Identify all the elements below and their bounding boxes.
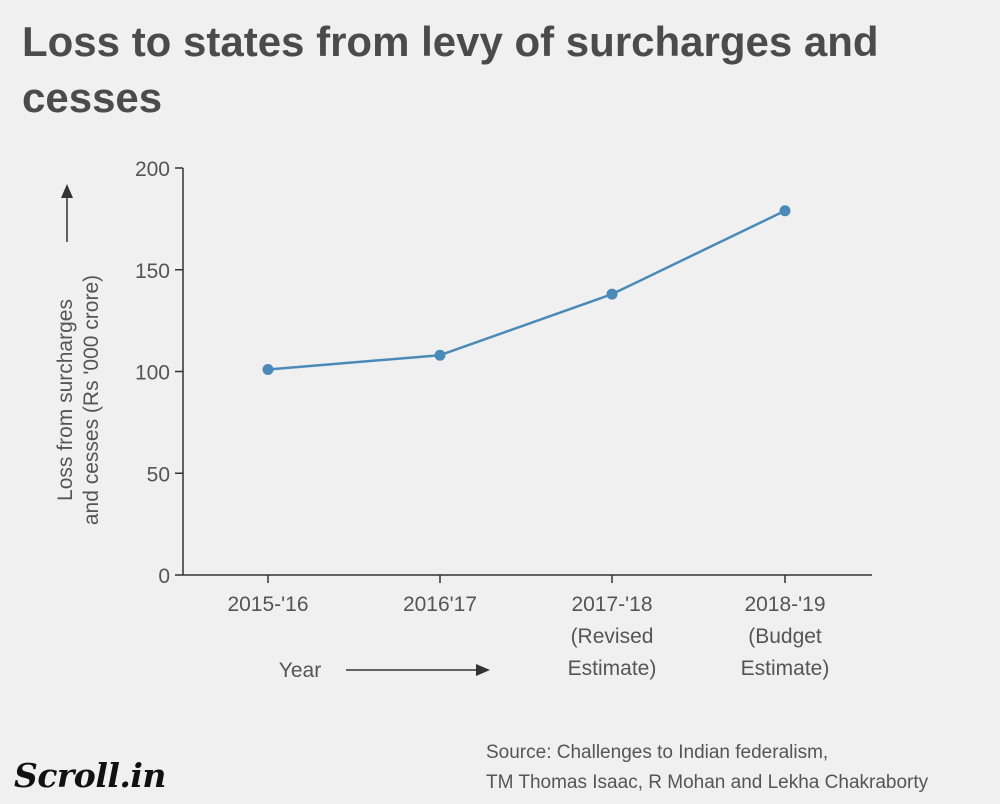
data-point [606,288,618,300]
y-axis-title: Loss from surcharges and cesses (Rs '000… [54,275,103,525]
brand-text: Scroll.in [14,756,166,795]
y-axis-arrow [61,184,73,242]
series-line [267,209,786,371]
x-tick-label: 2016'17 [403,593,477,616]
x-tick-label: (Budget [748,625,822,648]
y-tick-label: 0 [158,565,170,588]
x-tick-label: (Revised [571,625,654,648]
source-note: Source: Challenges to Indian federalism,… [486,738,996,798]
x-tick-label: Estimate) [568,657,657,680]
y-axis-title-line: and cesses (Rs '000 crore) [80,275,103,525]
y-tick-label: 200 [135,158,170,181]
x-axis-arrow [346,664,490,676]
scroll-in-logo: Scroll.in [14,756,166,795]
x-tick-label: 2017-'18 [571,593,652,616]
x-tick-label: Estimate) [741,657,830,680]
x-axis-title: Year [279,659,321,682]
y-tick-label: 150 [135,260,170,283]
x-tick-label: 2018-'19 [744,593,825,616]
source-line: Source: Challenges to Indian federalism, [486,742,829,763]
plot-area: 0 50 100 150 200 2015-'16 2016'17 2017-'18 (Revi… [135,158,872,680]
source-line: TM Thomas Isaac, R Mohan and Lekha Chakr… [486,772,929,793]
data-point [779,205,791,217]
y-tick-label: 100 [135,362,170,385]
y-tick-label: 50 [147,463,170,486]
y-axis-title-line: Loss from surcharges [54,299,77,501]
x-tick-label: 2015-'16 [227,593,308,616]
data-point [262,363,274,375]
chart-title: Loss to states from levy of surcharges a… [22,18,879,121]
data-point [434,349,446,361]
